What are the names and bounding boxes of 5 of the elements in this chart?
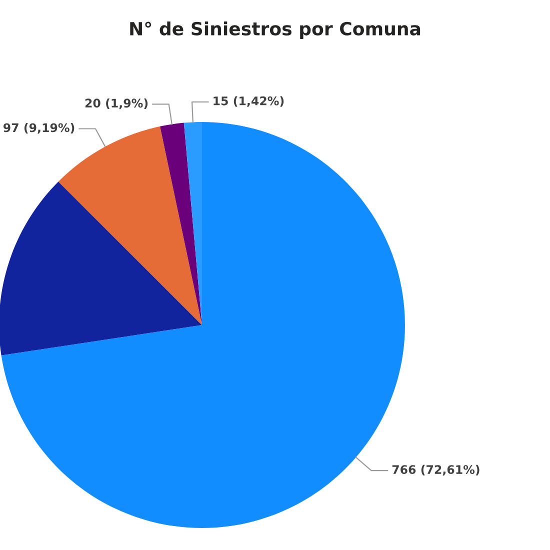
- data-label: 15 (1,42%): [214, 96, 284, 107]
- data-label: 97 (9,19%): [4, 123, 74, 134]
- data-label: 20 (1,9%): [85, 98, 148, 110]
- data-label: 766 (72,61%): [392, 464, 480, 476]
- chart-title: N° de Siniestros por Comuna: [130, 22, 420, 39]
